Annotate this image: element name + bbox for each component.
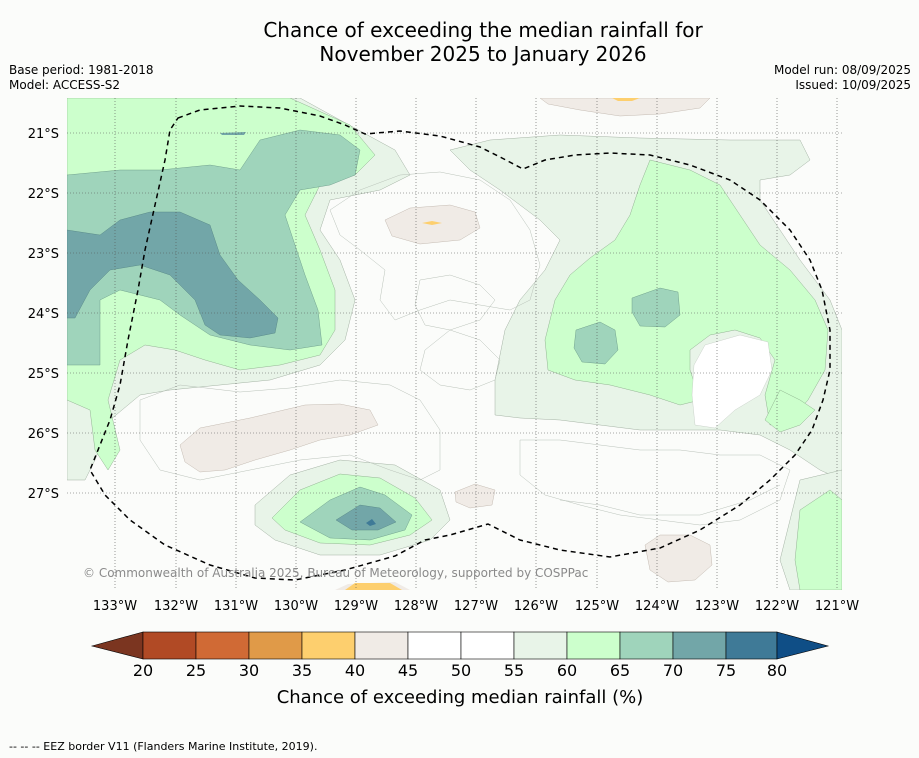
map-panel: © Commonwealth of Australia 2025, Bureau… <box>67 98 842 590</box>
colorbar-bin-45-50 <box>407 631 462 660</box>
title-line-2: November 2025 to January 2026 <box>319 42 647 66</box>
latitude-labels: 21°S 22°S 23°S 24°S 25°S 26°S 27°S <box>28 127 59 502</box>
colorbar-tick-55: 55 <box>504 661 524 680</box>
contour-70-75-west <box>67 211 279 339</box>
colorbar <box>90 631 830 660</box>
meta-right: Model run: 08/09/2025 Issued: 10/09/2025 <box>774 63 911 93</box>
colorbar-bin-35-40 <box>301 631 356 660</box>
contour-40-45-south-small <box>454 483 496 509</box>
colorbar-bin-75-80 <box>725 631 778 660</box>
lat-label-23s: 23°S <box>28 247 59 262</box>
contour-60-65-east-patch <box>764 389 816 433</box>
lon-label-131w: 131°W <box>214 599 258 614</box>
colorbar-tick-25: 25 <box>186 661 206 680</box>
colorbar-tick-35: 35 <box>292 661 312 680</box>
lat-label-21s: 21°S <box>28 127 59 142</box>
colorbar-bin-65-70 <box>619 631 674 660</box>
lon-label-127w: 127°W <box>454 599 498 614</box>
colorbar-bin-20-25 <box>142 631 197 660</box>
lon-label-129w: 129°W <box>334 599 378 614</box>
contour-40-45-north <box>539 98 711 117</box>
colorbar-low-extension <box>90 631 144 660</box>
lon-label-133w: 133°W <box>93 599 137 614</box>
colorbar-tick-30: 30 <box>239 661 259 680</box>
colorbar-bin-55-60 <box>513 631 568 660</box>
lat-label-27s: 27°S <box>28 487 59 502</box>
contour-70-75-south <box>335 504 397 531</box>
longitude-labels: 133°W 132°W 131°W 130°W 129°W 128°W 127°… <box>93 599 859 614</box>
colorbar-bin-40-45 <box>354 631 409 660</box>
model-name: Model: ACCESS-S2 <box>9 78 121 92</box>
contour-35-40-south <box>345 583 402 590</box>
contour-40-45-southwest <box>179 403 379 473</box>
colorbar-tick-20: 20 <box>133 661 153 680</box>
colorbar-tick-45: 45 <box>398 661 418 680</box>
colorbar-label: Chance of exceeding median rainfall (%) <box>277 687 644 708</box>
lon-label-132w: 132°W <box>154 599 198 614</box>
colorbar-tick-75: 75 <box>716 661 736 680</box>
colorbar-tick-50: 50 <box>451 661 471 680</box>
colorbar-tick-80: 80 <box>767 661 787 680</box>
lon-label-126w: 126°W <box>514 599 558 614</box>
graticule <box>67 98 842 590</box>
contour-60-65-southeast <box>794 489 842 590</box>
meta-left: Base period: 1981-2018 Model: ACCESS-S2 <box>9 63 154 93</box>
contour-75-80-south <box>366 519 376 526</box>
colorbar-tick-70: 70 <box>663 661 683 680</box>
contour-65-70-east-b <box>573 321 619 365</box>
lon-label-122w: 122°W <box>755 599 799 614</box>
contour-35-40-center <box>422 221 442 225</box>
contour-60-65-east <box>544 159 829 426</box>
colorbar-bin-50-55 <box>460 631 515 660</box>
title-line-1: Chance of exceeding the median rainfall … <box>263 18 703 42</box>
lat-label-26s: 26°S <box>28 427 59 442</box>
lon-label-123w: 123°W <box>695 599 739 614</box>
lon-label-124w: 124°W <box>635 599 679 614</box>
lon-label-130w: 130°W <box>274 599 318 614</box>
eez-border <box>89 105 831 581</box>
colorbar-tick-60: 60 <box>557 661 577 680</box>
base-period: Base period: 1981-2018 <box>9 63 154 77</box>
copyright-notice: © Commonwealth of Australia 2025, Bureau… <box>83 566 588 580</box>
issued-date: Issued: 10/09/2025 <box>795 78 911 92</box>
eez-legend-note: -- -- -- EEZ border V11 (Flanders Marine… <box>9 740 318 753</box>
map-title: Chance of exceeding the median rainfall … <box>0 18 919 66</box>
faint-contours <box>139 171 791 526</box>
contour-35-40-north <box>612 98 640 101</box>
colorbar-tick-65: 65 <box>610 661 630 680</box>
colorbar-ticks: 20 25 30 35 40 45 50 55 60 65 70 75 80 <box>133 661 787 680</box>
lat-label-22s: 22°S <box>28 187 59 202</box>
contour-50-55-east <box>691 334 773 429</box>
colorbar-high-extension <box>776 631 830 660</box>
lon-label-125w: 125°W <box>575 599 619 614</box>
model-run: Model run: 08/09/2025 <box>773 63 911 77</box>
lon-label-121w: 121°W <box>815 599 859 614</box>
lat-label-25s: 25°S <box>28 367 59 382</box>
colorbar-bin-70-75 <box>672 631 727 660</box>
colorbar-bin-25-30 <box>195 631 250 660</box>
contour-65-70-east-a <box>631 287 681 328</box>
colorbar-tick-40: 40 <box>345 661 365 680</box>
colorbar-bin-60-65 <box>566 631 621 660</box>
colorbar-bin-30-35 <box>248 631 303 660</box>
lat-label-24s: 24°S <box>28 307 59 322</box>
lon-label-128w: 128°W <box>394 599 438 614</box>
